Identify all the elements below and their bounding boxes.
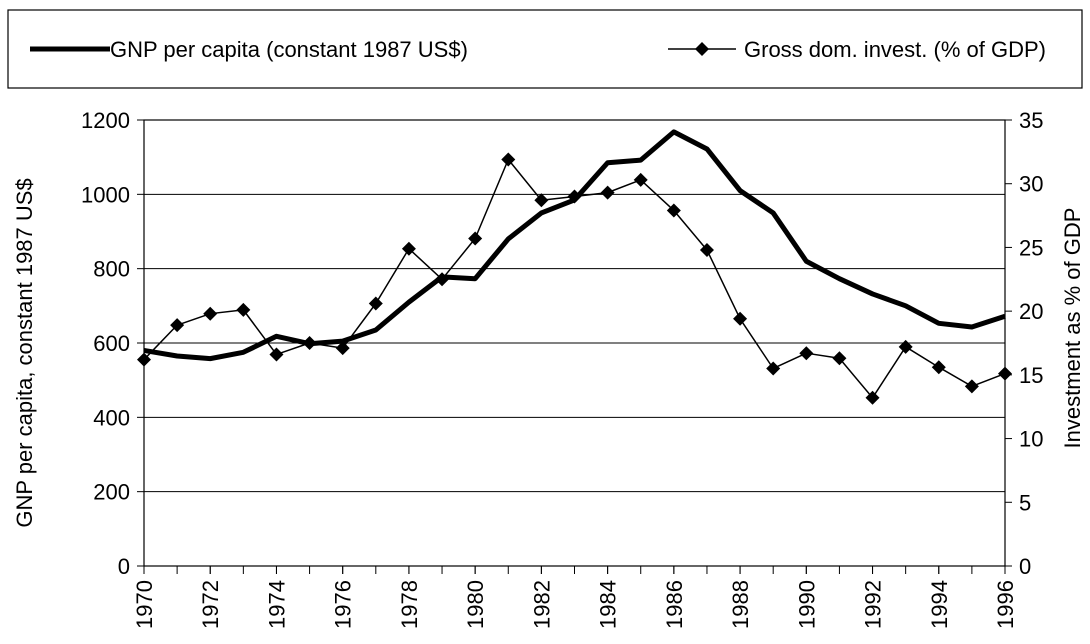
series-line xyxy=(143,129,1006,362)
marker xyxy=(401,241,416,256)
marker xyxy=(666,203,681,218)
x-tick-label: 1996 xyxy=(993,580,1018,629)
x-tick-label: 1990 xyxy=(794,580,819,629)
marker xyxy=(137,352,151,367)
x-tick-label: 1982 xyxy=(529,580,554,629)
y-tick-label: 400 xyxy=(93,405,130,430)
marker xyxy=(435,272,450,287)
x-tick-label: 1994 xyxy=(927,580,952,629)
y-tick-label: 1200 xyxy=(81,108,130,133)
y-tick-label: 1000 xyxy=(81,182,130,207)
x-tick-label: 1976 xyxy=(331,580,356,629)
legend-box xyxy=(7,9,1083,89)
y2-tick-label: 35 xyxy=(1019,108,1043,133)
y-tick-label: 0 xyxy=(118,554,130,579)
x-tick-label: 1980 xyxy=(463,580,488,629)
marker xyxy=(236,302,251,317)
x-tick-label: 1978 xyxy=(397,580,422,629)
y-tick-label: 600 xyxy=(93,331,130,356)
x-tick-label: 1970 xyxy=(132,580,157,629)
marker xyxy=(534,193,549,208)
legend-label: Gross dom. invest. (% of GDP) xyxy=(744,37,1046,62)
x-tick-label: 1984 xyxy=(596,580,621,629)
marker xyxy=(998,366,1012,381)
y2-axis-label: Investment as % of GDP xyxy=(1060,208,1085,449)
y2-tick-label: 5 xyxy=(1019,490,1031,515)
legend-marker xyxy=(695,42,709,56)
marker xyxy=(931,360,946,375)
marker xyxy=(633,172,648,187)
y2-tick-label: 0 xyxy=(1019,554,1031,579)
marker xyxy=(335,341,350,356)
marker xyxy=(699,242,714,257)
marker xyxy=(832,351,847,366)
y2-tick-label: 15 xyxy=(1019,363,1043,388)
marker xyxy=(964,379,979,394)
marker xyxy=(170,318,185,333)
marker xyxy=(600,185,615,200)
marker xyxy=(468,231,483,246)
y-tick-label: 800 xyxy=(93,257,130,282)
marker xyxy=(567,189,582,204)
marker xyxy=(799,346,814,361)
y-axis-label: GNP per capita, constant 1987 US$ xyxy=(12,178,37,527)
marker xyxy=(302,336,317,350)
marker xyxy=(203,306,218,321)
x-tick-label: 1974 xyxy=(264,580,289,629)
marker xyxy=(368,296,383,311)
marker xyxy=(733,311,748,326)
x-tick-label: 1972 xyxy=(198,580,223,629)
y2-tick-label: 20 xyxy=(1019,299,1043,324)
marker xyxy=(766,361,781,376)
x-tick-label: 1988 xyxy=(728,580,753,629)
y2-tick-label: 10 xyxy=(1019,427,1043,452)
marker xyxy=(501,152,516,167)
x-tick-label: 1992 xyxy=(861,580,886,629)
marker xyxy=(269,347,284,362)
marker xyxy=(865,390,880,405)
y-tick-label: 200 xyxy=(93,480,130,505)
y2-tick-label: 30 xyxy=(1019,172,1043,197)
marker xyxy=(898,339,913,354)
legend-label: GNP per capita (constant 1987 US$) xyxy=(110,37,468,62)
x-tick-label: 1986 xyxy=(662,580,687,629)
y2-tick-label: 25 xyxy=(1019,235,1043,260)
